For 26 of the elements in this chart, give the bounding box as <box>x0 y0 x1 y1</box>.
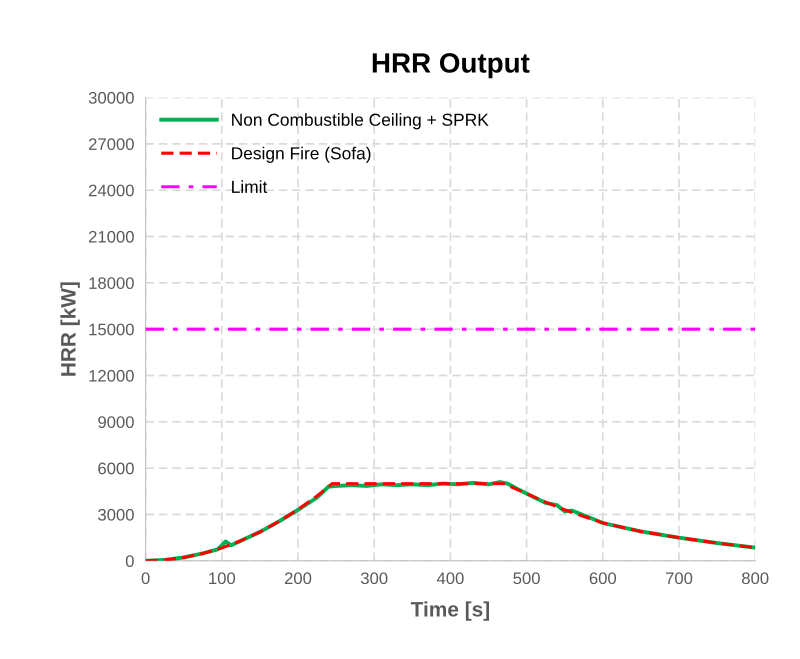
y-tick-label: 24000 <box>88 184 134 196</box>
legend-label: Non Combustible Ceiling + SPRK <box>232 113 489 130</box>
x-tick-label: 600 <box>590 572 616 584</box>
legend-label: Limit <box>232 180 268 193</box>
x-axis-title: Time [s] <box>410 601 489 621</box>
x-tick-label: 0 <box>142 572 150 584</box>
y-tick-label: 18000 <box>89 277 134 290</box>
y-tick-label: 27000 <box>88 138 134 150</box>
y-tick-label: 0 <box>126 555 134 568</box>
y-tick-label: 21000 <box>88 230 134 243</box>
y-tick-label: 15000 <box>89 324 134 336</box>
legend-label: Design Fire (Sofa) <box>232 146 370 163</box>
y-axis-title: HRR [kW] <box>60 282 80 376</box>
x-tick-label: 100 <box>209 572 236 584</box>
chart-title: HRR Output <box>372 53 530 78</box>
x-tick-label: 300 <box>360 572 388 584</box>
y-tick-label: 12000 <box>89 370 134 382</box>
x-tick-label: 700 <box>666 572 692 584</box>
y-tick-label: 9000 <box>98 416 134 428</box>
x-tick-label: 400 <box>436 572 464 584</box>
x-tick-label: 200 <box>284 572 312 584</box>
y-tick-label: 3000 <box>98 508 134 521</box>
y-tick-label: 6000 <box>98 462 134 474</box>
y-tick-label: 30000 <box>88 92 134 104</box>
x-tick-label: 800 <box>742 572 768 584</box>
x-tick-label: 500 <box>513 572 540 584</box>
